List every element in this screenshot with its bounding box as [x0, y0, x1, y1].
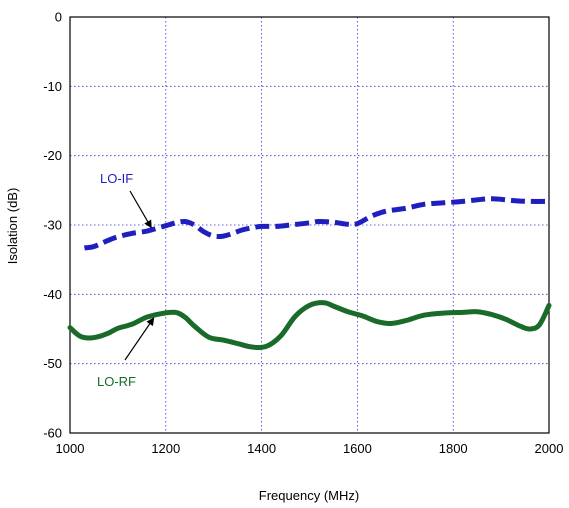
y-tick-label: -20 [43, 148, 62, 163]
plot-frame [69, 16, 550, 434]
y-tick-label: 0 [55, 10, 62, 25]
x-tick-label: 1400 [247, 441, 276, 456]
annotation-label-lo-if: LO-IF [100, 171, 133, 186]
x-tick-label: 1000 [56, 441, 85, 456]
y-tick-label: -40 [43, 287, 62, 302]
y-tick-label: -50 [43, 356, 62, 371]
y-axis-title: Isolation (dB) [5, 188, 20, 265]
annotation-label-lo-rf: LO-RF [97, 374, 136, 389]
y-tick-label: -60 [43, 426, 62, 441]
series-line-lo-if [83, 196, 550, 251]
annotation-arrow [124, 317, 155, 361]
tick-labels: 1000 1200 1400 1600 1800 2000 0 -10 -20 -30 -40 -50… [43, 10, 563, 457]
x-tick-label: 2000 [535, 441, 564, 456]
annotation-arrow [129, 190, 152, 229]
grid [70, 17, 549, 433]
x-tick-label: 1800 [439, 441, 468, 456]
x-tick-label: 1200 [151, 441, 180, 456]
y-tick-label: -30 [43, 218, 62, 233]
series-group [67, 196, 552, 351]
y-tick-label: -10 [43, 79, 62, 94]
x-tick-label: 1600 [343, 441, 372, 456]
x-axis-title: Frequency (MHz) [259, 488, 359, 503]
annotations: LO-IF LO-RF [97, 171, 155, 389]
series-line-lo-rf [67, 300, 552, 351]
